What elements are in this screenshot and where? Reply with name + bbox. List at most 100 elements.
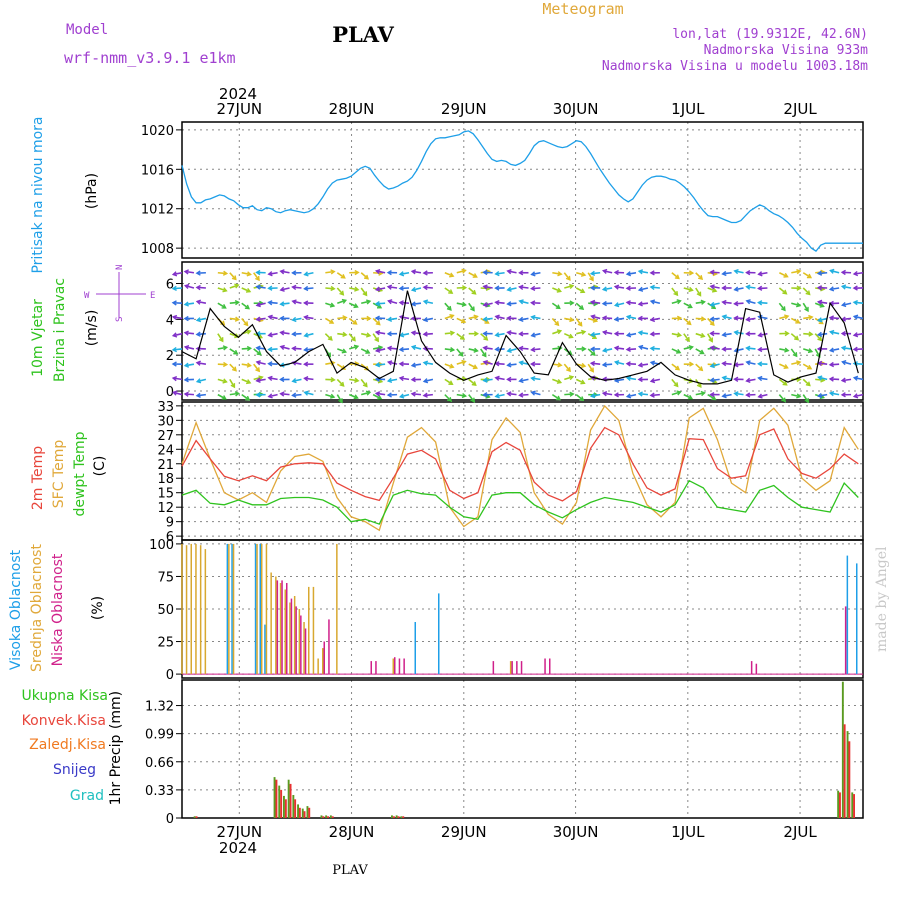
wind-arrow: [779, 348, 789, 352]
wind-arrow: [683, 393, 693, 400]
wind-arrow: [746, 317, 756, 321]
cloud-bar-mid: [509, 661, 512, 675]
wind-arrow: [626, 348, 637, 351]
wind-arrow-head: [245, 287, 252, 293]
precip-axis-unit: (mm): [108, 691, 124, 729]
wind-arrow: [671, 363, 680, 371]
wind-arrow: [456, 269, 466, 274]
wind-arrow: [253, 272, 260, 281]
wind-arrow: [253, 376, 263, 381]
wind-arrow-head: [518, 270, 524, 276]
wind-arrow-head: [386, 345, 392, 351]
wind-arrow-head: [841, 360, 847, 366]
wind-arrow: [638, 270, 649, 274]
wind-arrow: [587, 272, 594, 281]
wind-arrow-head: [565, 275, 571, 281]
wind-arrow: [217, 346, 227, 350]
wind-arrow: [468, 287, 477, 295]
wind-arrow-head: [291, 392, 297, 398]
wind-arrow: [818, 393, 828, 397]
wind-arrow: [495, 315, 505, 320]
wind-arrow-head: [840, 301, 847, 308]
wind-arrow: [411, 270, 422, 274]
wind-arrow-head: [711, 395, 717, 401]
wind-arrow: [519, 300, 529, 304]
wind-arrow-head: [637, 362, 643, 368]
wind-arrow-head: [354, 286, 360, 292]
precip-bar-total: [400, 816, 403, 818]
wind-arrow: [778, 302, 786, 311]
y-tick-label: 1012: [141, 203, 174, 218]
day-label-top: 30JUN: [553, 100, 599, 118]
wind-arrow-head: [218, 337, 224, 343]
wind-arrow-head: [329, 319, 335, 324]
wind-arrow-head: [518, 392, 524, 398]
wind-arrow-head: [530, 332, 536, 338]
wind-arrow-head: [339, 290, 345, 296]
wind-arrow-head: [840, 330, 846, 337]
wind-arrow-head: [255, 269, 261, 276]
wind-arrow: [241, 287, 251, 293]
wind-arrow: [184, 346, 195, 350]
precip-bar-total: [306, 806, 309, 818]
y-tick-label: 24: [157, 443, 174, 458]
wind-arrow-head: [589, 346, 595, 352]
wind-arrow: [695, 287, 702, 297]
wind-arrow-head: [676, 390, 682, 396]
precip-bar-total: [320, 815, 323, 818]
wind-arrow: [253, 348, 262, 356]
wind-arrow-head: [806, 273, 813, 279]
y-tick-label: 75: [157, 570, 174, 585]
wind-arrow-head: [601, 268, 608, 275]
wind-arrow: [802, 272, 812, 279]
wind-arrow-head: [473, 314, 479, 320]
wind-arrow-head: [733, 330, 739, 336]
wind-arrow-head: [494, 270, 500, 277]
wind-arrow: [722, 376, 732, 381]
wind-arrow: [615, 378, 625, 382]
wind-arrow-head: [354, 377, 360, 383]
wind-arrow-head: [807, 348, 814, 354]
wind-arrow: [802, 363, 812, 370]
wind-arrow-head: [721, 393, 727, 399]
legend-conv-rain: Konvek.Kisa: [22, 713, 106, 729]
wind-arrow-head: [709, 269, 715, 275]
precip-bar-conv: [298, 807, 301, 818]
wind-arrow-head: [351, 336, 356, 342]
wind-arrow-head: [506, 301, 512, 307]
wind-arrow: [348, 333, 356, 342]
y-tick-label: 0: [166, 812, 174, 827]
cloud-bar-low: [304, 628, 307, 675]
cloud-bar-high: [231, 543, 233, 675]
wind-arrow-head: [721, 360, 727, 367]
svg-text:W: W: [84, 291, 90, 301]
wind-arrow: [196, 332, 206, 336]
wind-arrow: [779, 363, 788, 369]
wind-arrow-head: [721, 331, 727, 338]
cloud-bar-low: [394, 657, 396, 675]
wind-arrow: [196, 378, 207, 383]
wind-arrow-head: [700, 390, 706, 397]
wind-arrow: [173, 271, 183, 276]
wind-arrow: [196, 361, 207, 365]
wind-arrow: [778, 394, 786, 403]
wind-arrow-head: [303, 361, 309, 367]
wind-arrow: [292, 378, 302, 383]
wind-arrow-head: [819, 302, 825, 308]
wind-arrow: [519, 378, 529, 382]
precip-bar-total: [297, 804, 299, 818]
wind-arrow-head: [711, 287, 718, 293]
wind-arrow: [790, 317, 800, 324]
wind-arrow-head: [637, 269, 644, 275]
wind-arrow-head: [353, 394, 359, 400]
wind-arrow-head: [828, 376, 834, 382]
wind-arrow: [507, 348, 517, 352]
wind-arrow: [423, 286, 433, 289]
y-tick-label: 100: [149, 538, 174, 553]
wind-arrow-head: [362, 382, 368, 388]
wind-arrow-head: [518, 299, 524, 305]
wind-arrow: [241, 378, 251, 384]
wind-arrow: [746, 361, 756, 365]
wind-arrow: [591, 271, 601, 275]
y-tick-label: 25: [157, 636, 174, 651]
